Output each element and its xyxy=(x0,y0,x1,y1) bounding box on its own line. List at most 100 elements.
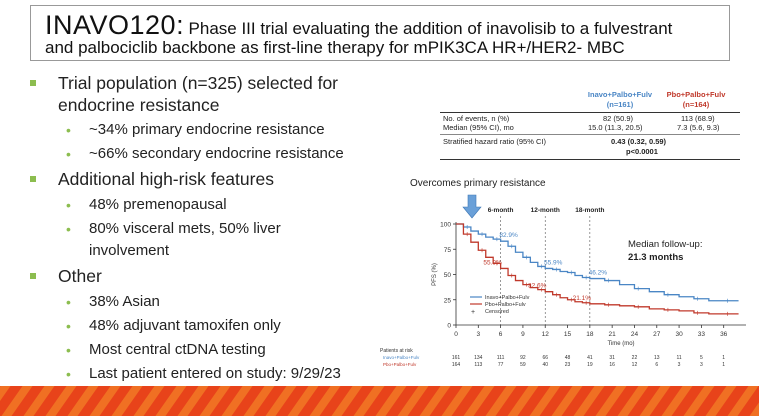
y-tick-label: 75 xyxy=(444,247,452,254)
at-risk-value: 23 xyxy=(565,362,571,368)
y-tick-label: 0 xyxy=(447,323,451,330)
at-risk-value: 66 xyxy=(542,355,548,361)
at-risk-value: 6 xyxy=(655,362,658,368)
x-tick-label: 30 xyxy=(675,331,683,338)
legend-label: Inavo+Palbo+Fulv xyxy=(485,295,530,301)
table-mid-rule xyxy=(440,134,740,135)
bullet-other: Other xyxy=(20,265,400,287)
landmark-label: 12-month xyxy=(531,207,560,214)
table-cell: 15.0 (11.3, 20.5) xyxy=(588,123,643,132)
bullet-text: endocrine resistance xyxy=(58,95,220,115)
table-row-label: Stratified hazard ratio (95% CI) xyxy=(443,137,546,146)
at-risk-value: 11 xyxy=(676,355,681,361)
legend-label: Censored xyxy=(485,309,509,315)
landmark-value-pbo: 55.9% xyxy=(483,259,502,266)
at-risk-value: 1 xyxy=(722,362,725,368)
at-risk-value: 111 xyxy=(497,355,505,361)
x-tick-label: 6 xyxy=(499,331,503,338)
sub-bullet-text: 80% visceral mets, 50% liver xyxy=(89,220,281,237)
overcomes-arrow xyxy=(462,194,482,219)
at-risk-value: 3 xyxy=(678,362,681,368)
p-value: p<0.0001 xyxy=(626,147,658,156)
y-axis-label: PFS (%) xyxy=(432,263,438,286)
median-follow-up-label: Median follow-up: xyxy=(628,239,703,250)
at-risk-value: 113 xyxy=(474,362,482,368)
sub-bullet: Last patient entered on study: 9/29/23 xyxy=(20,363,400,385)
table-bottom-rule xyxy=(440,159,740,160)
bullet-text: Trial population (n=325) selected for xyxy=(58,73,338,93)
y-tick-label: 50 xyxy=(444,272,452,279)
table-header-inavo: Inavo+Palbo+Fulv (n=161) xyxy=(580,90,660,110)
x-tick-label: 21 xyxy=(609,331,617,338)
sub-bullet: 48% premenopausal xyxy=(20,194,400,216)
median-follow-up-value: 21.3 months xyxy=(628,252,684,263)
at-risk-value: 48 xyxy=(565,355,571,361)
sub-bullet-text: involvement xyxy=(89,242,170,259)
landmark-label: 6-month xyxy=(488,207,514,214)
sub-bullet: ~34% primary endocrine resistance xyxy=(20,119,400,141)
legend-label: Pbo+Palbo+Fulv xyxy=(485,302,526,308)
x-tick-label: 12 xyxy=(542,331,550,338)
at-risk-value: 31 xyxy=(609,355,615,361)
sub-bullet: 80% visceral mets, 50% liver involvement xyxy=(20,218,400,262)
y-tick-label: 25 xyxy=(444,297,452,304)
sub-bullet: 48% adjuvant tamoxifen only xyxy=(20,315,400,337)
x-tick-label: 36 xyxy=(720,331,728,338)
title-line-2: and palbociclib backbone as first-line t… xyxy=(45,38,625,57)
at-risk-value: 1 xyxy=(722,355,725,361)
title-description: Phase III trial evaluating the addition … xyxy=(188,19,673,38)
at-risk-value: 13 xyxy=(654,355,660,361)
table-top-rule xyxy=(440,112,740,113)
at-risk-value: 161 xyxy=(452,355,461,361)
hazard-ratio: 0.43 (0.32, 0.59) xyxy=(611,137,667,146)
landmark-value-pbo: 32.6% xyxy=(528,283,547,290)
at-risk-value: 92 xyxy=(520,355,526,361)
at-risk-value: 12 xyxy=(632,362,638,368)
table-row-label: No. of events, n (%) xyxy=(443,114,510,123)
landmark-value-inavo: 46.2% xyxy=(589,270,608,277)
title-box: INAVO120: Phase III trial evaluating the… xyxy=(30,5,730,61)
bullet-high-risk: Additional high-risk features xyxy=(20,168,400,190)
header-arm: Pbo+Palbo+Fulv xyxy=(666,90,726,99)
y-tick-label: 100 xyxy=(440,222,451,229)
landmark-value-pbo: 21.1% xyxy=(573,295,592,302)
bullet-list: Trial population (n=325) selected for en… xyxy=(20,72,400,385)
title-trial-name: INAVO120: xyxy=(45,10,185,40)
at-risk-value: 59 xyxy=(520,362,526,368)
x-axis-label: Time (mo) xyxy=(607,341,634,347)
legend-censored-symbol: + xyxy=(471,309,475,316)
x-tick-label: 0 xyxy=(454,331,458,338)
header-n: (n=161) xyxy=(606,100,634,109)
at-risk-value: 41 xyxy=(587,355,593,361)
x-tick-label: 24 xyxy=(631,331,639,338)
landmark-label: 18-month xyxy=(575,207,604,214)
x-tick-label: 9 xyxy=(521,331,525,338)
at-risk-value: 19 xyxy=(587,362,593,368)
sub-bullet: Most central ctDNA testing xyxy=(20,339,400,361)
x-tick-label: 3 xyxy=(476,331,480,338)
table-row-label: Median (95% CI), mo xyxy=(443,123,514,132)
bullet-trial-population: Trial population (n=325) selected for en… xyxy=(20,72,400,116)
sub-bullet: 38% Asian xyxy=(20,291,400,313)
x-tick-label: 27 xyxy=(653,331,661,338)
table-cell: 7.3 (5.6, 9.3) xyxy=(677,123,720,132)
table-cell: 82 (50.9) xyxy=(603,114,634,123)
landmark-value-inavo: 82.9% xyxy=(499,232,518,239)
at-risk-value: 134 xyxy=(474,355,483,361)
at-risk-value: 22 xyxy=(632,355,638,361)
sub-bullet: ~66% secondary endocrine resistance xyxy=(20,143,400,165)
x-tick-label: 15 xyxy=(564,331,572,338)
x-tick-label: 33 xyxy=(698,331,706,338)
at-risk-value: 164 xyxy=(452,362,461,368)
overcomes-label: Overcomes primary resistance xyxy=(410,178,546,189)
median-follow-up: Median follow-up: 21.3 months xyxy=(628,238,702,264)
table-header-pbo: Pbo+Palbo+Fulv (n=164) xyxy=(656,90,736,110)
header-n: (n=164) xyxy=(682,100,710,109)
at-risk-value: 3 xyxy=(700,362,703,368)
landmark-value-inavo: 55.9% xyxy=(544,259,563,266)
header-arm: Inavo+Palbo+Fulv xyxy=(587,90,653,99)
at-risk-value: 16 xyxy=(609,362,615,368)
table-cell: 113 (68.9) xyxy=(681,114,715,123)
title-line-1: INAVO120: Phase III trial evaluating the… xyxy=(45,10,672,41)
at-risk-value: 40 xyxy=(542,362,548,368)
